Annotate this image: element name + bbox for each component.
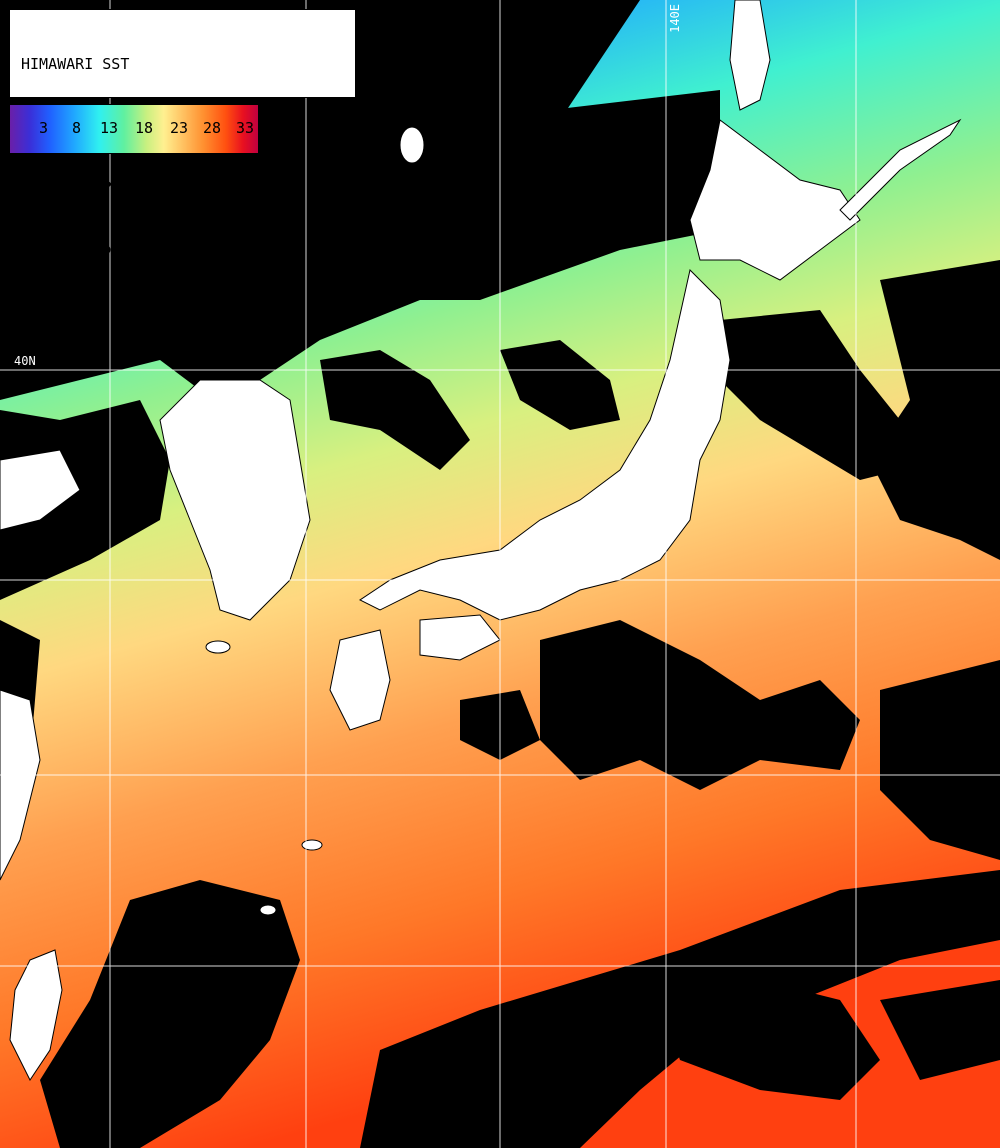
supplier-line: supplied by JAXA	[21, 239, 166, 258]
scale-tick: 33	[236, 119, 255, 137]
hokkaido	[689, 119, 861, 281]
longitude-label: 140E	[668, 4, 682, 33]
land-masses	[0, 0, 962, 1081]
scale-tick: 23	[170, 119, 189, 137]
china-coast	[0, 689, 41, 881]
shikoku	[419, 614, 501, 661]
prefecture-line: Kanagawa Prefecture	[21, 178, 193, 196]
continent	[159, 379, 311, 621]
taiwan	[9, 949, 63, 1081]
honshu	[359, 269, 731, 621]
sakhalin	[729, 0, 771, 111]
info-box: HIMAWARI SST 2025/11/30 12(UTC) 3H Comp.…	[9, 9, 356, 258]
title-line: HIMAWARI SST	[21, 55, 130, 73]
kyushu	[329, 629, 391, 731]
continent-west	[0, 449, 81, 531]
scale-tick: 13	[100, 119, 119, 137]
temperature-color-scale: 3 8 13 18 23 28 33	[9, 104, 259, 154]
latitude-label: 40N	[14, 354, 36, 368]
scale-tick: 8	[72, 119, 82, 137]
scale-tick: 28	[203, 119, 222, 137]
scale-tick: 3	[39, 119, 49, 137]
scale-tick: 18	[135, 119, 154, 137]
